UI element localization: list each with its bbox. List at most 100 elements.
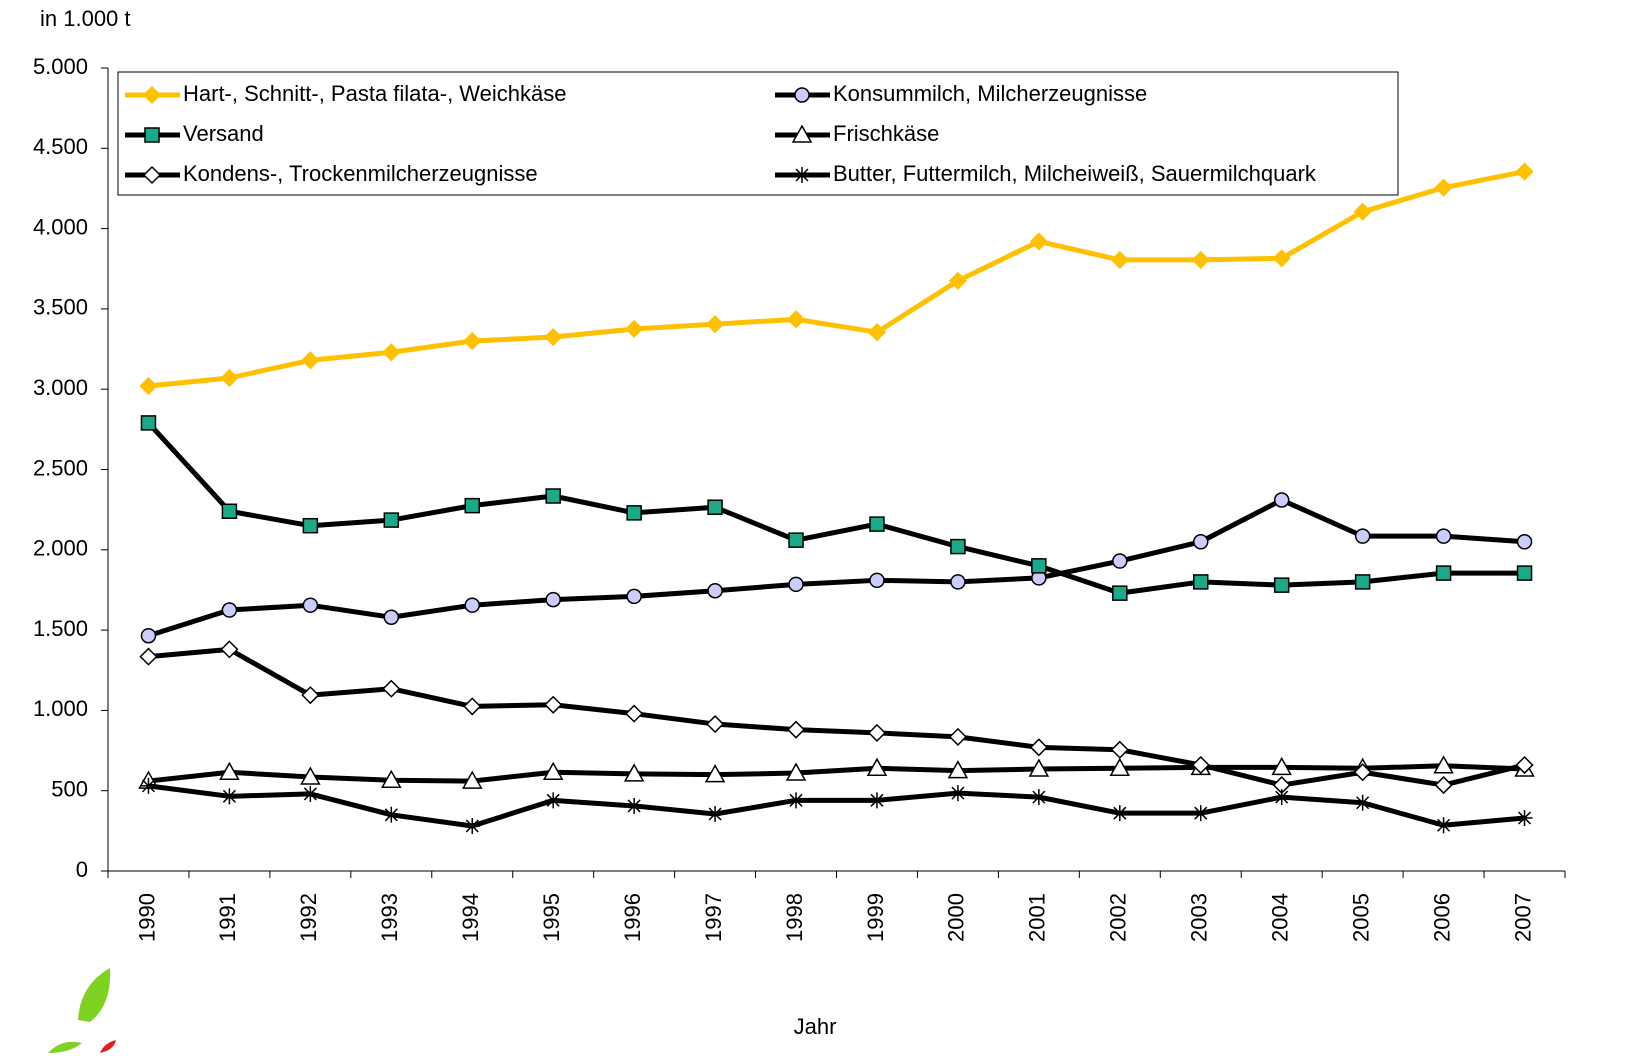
x-tick-label: 1992 <box>296 893 321 942</box>
marker <box>1515 755 1534 775</box>
x-tick-label: 2003 <box>1187 893 1212 942</box>
marker <box>140 777 157 794</box>
marker <box>1111 805 1128 822</box>
series <box>140 492 1533 644</box>
y-tick-label: 4.000 <box>33 214 88 239</box>
marker <box>1192 805 1209 822</box>
marker <box>626 588 642 605</box>
marker <box>545 792 562 809</box>
marker <box>949 785 966 802</box>
marker <box>1516 565 1533 581</box>
x-tick-label: 2005 <box>1348 893 1373 942</box>
series-line <box>148 783 1525 829</box>
series <box>139 640 1534 795</box>
marker <box>300 766 321 785</box>
marker <box>464 497 480 514</box>
marker <box>1273 577 1290 593</box>
series <box>140 415 1533 601</box>
marker <box>1434 776 1453 795</box>
marker <box>382 679 401 698</box>
marker <box>463 697 482 716</box>
marker <box>788 576 804 593</box>
x-tick-label: 1991 <box>215 893 240 942</box>
marker <box>1029 738 1048 757</box>
marker <box>544 695 563 714</box>
marker <box>1110 250 1129 269</box>
x-tick-label: 2006 <box>1429 893 1454 942</box>
x-tick-label: 2001 <box>1025 893 1050 942</box>
marker <box>302 785 319 802</box>
logo <box>48 968 116 1053</box>
marker <box>1354 794 1371 811</box>
marker <box>866 757 888 776</box>
marker <box>1516 810 1533 827</box>
x-tick-label: 2002 <box>1106 893 1131 942</box>
x-tick-label: 1995 <box>539 893 564 942</box>
series-line <box>148 169 1526 389</box>
marker <box>142 85 162 105</box>
y-tick-label: 2.000 <box>33 536 88 561</box>
y-tick-label: 2.500 <box>33 455 88 480</box>
marker <box>140 627 157 644</box>
marker <box>221 788 238 805</box>
marker <box>382 343 401 362</box>
marker <box>301 686 320 705</box>
legend-label: Kondens-, Trockenmilcherzeugnisse <box>183 161 538 186</box>
marker <box>950 574 966 590</box>
marker <box>139 376 158 396</box>
x-tick-label: 2000 <box>944 893 969 942</box>
marker <box>707 583 723 599</box>
x-tick-label: 1990 <box>134 893 159 942</box>
marker <box>1191 250 1210 269</box>
marker <box>1110 740 1129 759</box>
marker <box>706 315 725 334</box>
marker <box>1516 534 1533 550</box>
marker <box>786 720 806 739</box>
x-tick-label: 1999 <box>863 893 888 942</box>
marker <box>221 602 238 618</box>
marker <box>706 714 725 734</box>
marker <box>1354 574 1371 590</box>
marker <box>383 806 400 823</box>
marker <box>383 512 400 528</box>
marker <box>867 723 887 742</box>
marker <box>1112 585 1128 601</box>
marker <box>1112 553 1128 569</box>
marker <box>1435 528 1452 544</box>
marker <box>950 538 966 555</box>
marker <box>1273 492 1290 508</box>
marker <box>1435 817 1452 834</box>
marker <box>383 609 400 626</box>
marker <box>947 760 969 779</box>
marker <box>302 597 319 613</box>
y-tick-label: 1.500 <box>33 616 88 641</box>
marker <box>140 415 157 431</box>
marker <box>707 805 724 822</box>
marker <box>1029 232 1048 251</box>
marker <box>868 792 885 809</box>
x-tick-label: 2007 <box>1510 893 1535 942</box>
legend-label: Versand <box>183 121 264 146</box>
marker <box>381 769 402 789</box>
marker <box>301 351 320 370</box>
marker <box>220 640 239 659</box>
marker <box>302 517 319 534</box>
marker <box>1353 202 1372 221</box>
marker <box>788 532 804 548</box>
marker <box>1193 534 1209 550</box>
y-tick-label: 0 <box>76 857 88 882</box>
marker <box>544 327 563 347</box>
marker <box>464 818 481 835</box>
marker <box>785 762 807 781</box>
marker <box>221 503 238 520</box>
marker <box>1191 755 1210 775</box>
marker <box>220 368 239 388</box>
x-tick-label: 1996 <box>620 893 645 942</box>
marker <box>869 516 885 532</box>
marker <box>545 591 561 608</box>
marker <box>623 763 645 782</box>
y-tick-label: 3.500 <box>33 295 88 320</box>
series-line <box>148 763 1525 784</box>
marker <box>1353 763 1372 782</box>
